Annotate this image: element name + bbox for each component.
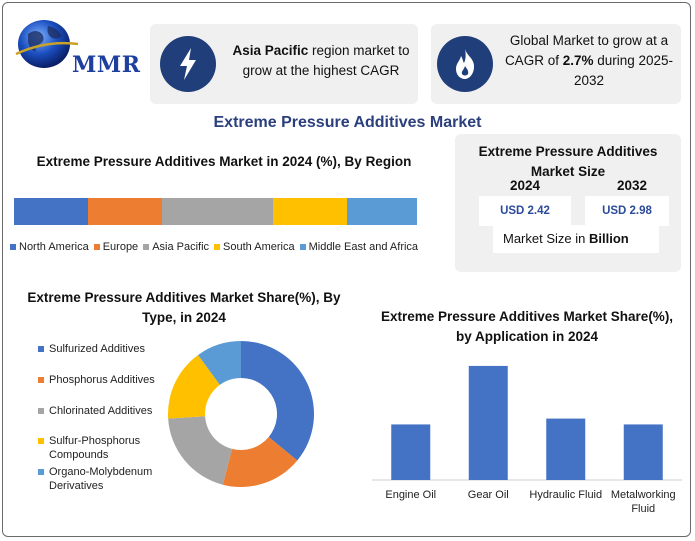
legend-label: Sulfurized Additives [49,343,145,355]
legend-swatch [38,438,44,444]
legend-label: Chlorinated Additives [49,405,153,417]
legend-label: Phosphorus Additives [49,374,155,386]
legend-item-asia-pacific: Asia Pacific [143,241,209,253]
region-segment-europe [88,198,163,225]
legend-label: South America [223,241,295,253]
lightning-icon [160,36,216,92]
donut-slice-phosphorus-additives [222,436,298,487]
legend-item-europe: Europe [93,241,139,253]
type-chart-title: Extreme Pressure Additives Market Share(… [27,290,341,325]
type-donut-chart [168,341,314,487]
logo-text: MMR [72,52,141,78]
bar-gear-oil [468,365,508,480]
page-title: Extreme Pressure Additives Market [213,114,482,131]
region-legend: North America Europe Asia Pacific South Ame… [10,241,430,253]
legend-swatch [38,469,44,475]
legend-swatch [299,244,306,250]
info-box-region: Asia Pacific region market to grow at th… [150,24,418,104]
type-legend-item-organo-molybdenum-derivatives: Organo-Molybdenum Derivatives [38,465,169,493]
legend-label: Europe [102,241,139,253]
type-legend-item-sulfurized-additives: Sulfurized Additives [38,342,199,356]
application-chart-title: Extreme Pressure Additives Market Share(… [380,309,674,344]
market-size-box: Extreme Pressure Additives Market Size 2… [455,134,681,272]
region-segment-south-america [273,198,348,225]
legend-label: Middle East and Africa [308,241,419,253]
value-2024: USD 2.42 [479,196,571,226]
application-bar-chart: Engine Oil Gear Oil Hydraulic Fluid Metalwo… [372,365,682,515]
type-legend-item-phosphorus-additives: Phosphorus Additives [38,373,199,387]
x-tick-label-hydraulic-fluid: Hydraulic Fluid [529,489,602,501]
donut-slice-sulfur-phosphorus-compounds [168,354,220,419]
legend-label: Asia Pacific [152,241,210,253]
type-legend-item-sulfur-phosphorus-compounds: Sulfur-Phosphorus Compounds [38,434,169,462]
region-segment-north-america [14,198,89,225]
region-stacked-bar [14,198,417,225]
legend-label: Organo-Molybdenum Derivatives [49,466,153,492]
region-segment-asia-pacific [162,198,274,225]
legend-item-north-america: North America [10,241,89,253]
market-size-title: Extreme Pressure Additives Market Size [478,144,658,179]
legend-swatch [214,244,221,250]
mmr-logo: MMR [14,14,144,78]
type-legend-item-chlorinated-additives: Chlorinated Additives [38,404,199,418]
x-tick-label-engine-oil: Engine Oil [385,489,436,501]
legend-swatch [10,244,16,250]
legend-label: North America [19,241,89,253]
flame-icon [437,36,493,92]
x-tick-label-gear-oil: Gear Oil [468,489,509,501]
info-text-region: Asia Pacific region market to grow at th… [232,43,410,78]
donut-slice-sulfurized-additives [241,341,314,461]
legend-item-middle-east-and-africa: Middle East and Africa [299,241,419,253]
donut-slice-organo-molybdenum-derivatives [198,341,241,385]
year-2032: 2032 [617,178,648,193]
region-chart-title: Extreme Pressure Additives Market in 202… [36,154,412,169]
bar-metalworking-fluid [623,424,663,480]
value-2032: USD 2.98 [585,196,669,226]
bar-hydraulic-fluid [546,418,586,480]
region-segment-middle-east-and-africa [347,198,417,225]
legend-swatch [38,346,44,352]
info-text-cagr: Global Market to grow at a CAGR of 2.7% … [504,33,674,88]
legend-swatch [93,244,100,250]
bar-engine-oil [391,424,431,480]
legend-swatch [38,408,44,414]
globe-icon [15,20,79,68]
legend-item-south-america: South America [214,241,295,253]
market-size-unit: Market Size in Billion [493,225,659,253]
legend-label: Sulfur-Phosphorus Compounds [49,435,141,461]
legend-swatch [38,377,44,383]
info-box-cagr: Global Market to grow at a CAGR of 2.7% … [431,24,681,104]
x-tick-label-metalworking-fluid: Metalworking Fluid [611,489,676,515]
donut-slice-chlorinated-additives [168,416,233,485]
legend-swatch [143,244,150,250]
year-2024: 2024 [510,178,541,193]
